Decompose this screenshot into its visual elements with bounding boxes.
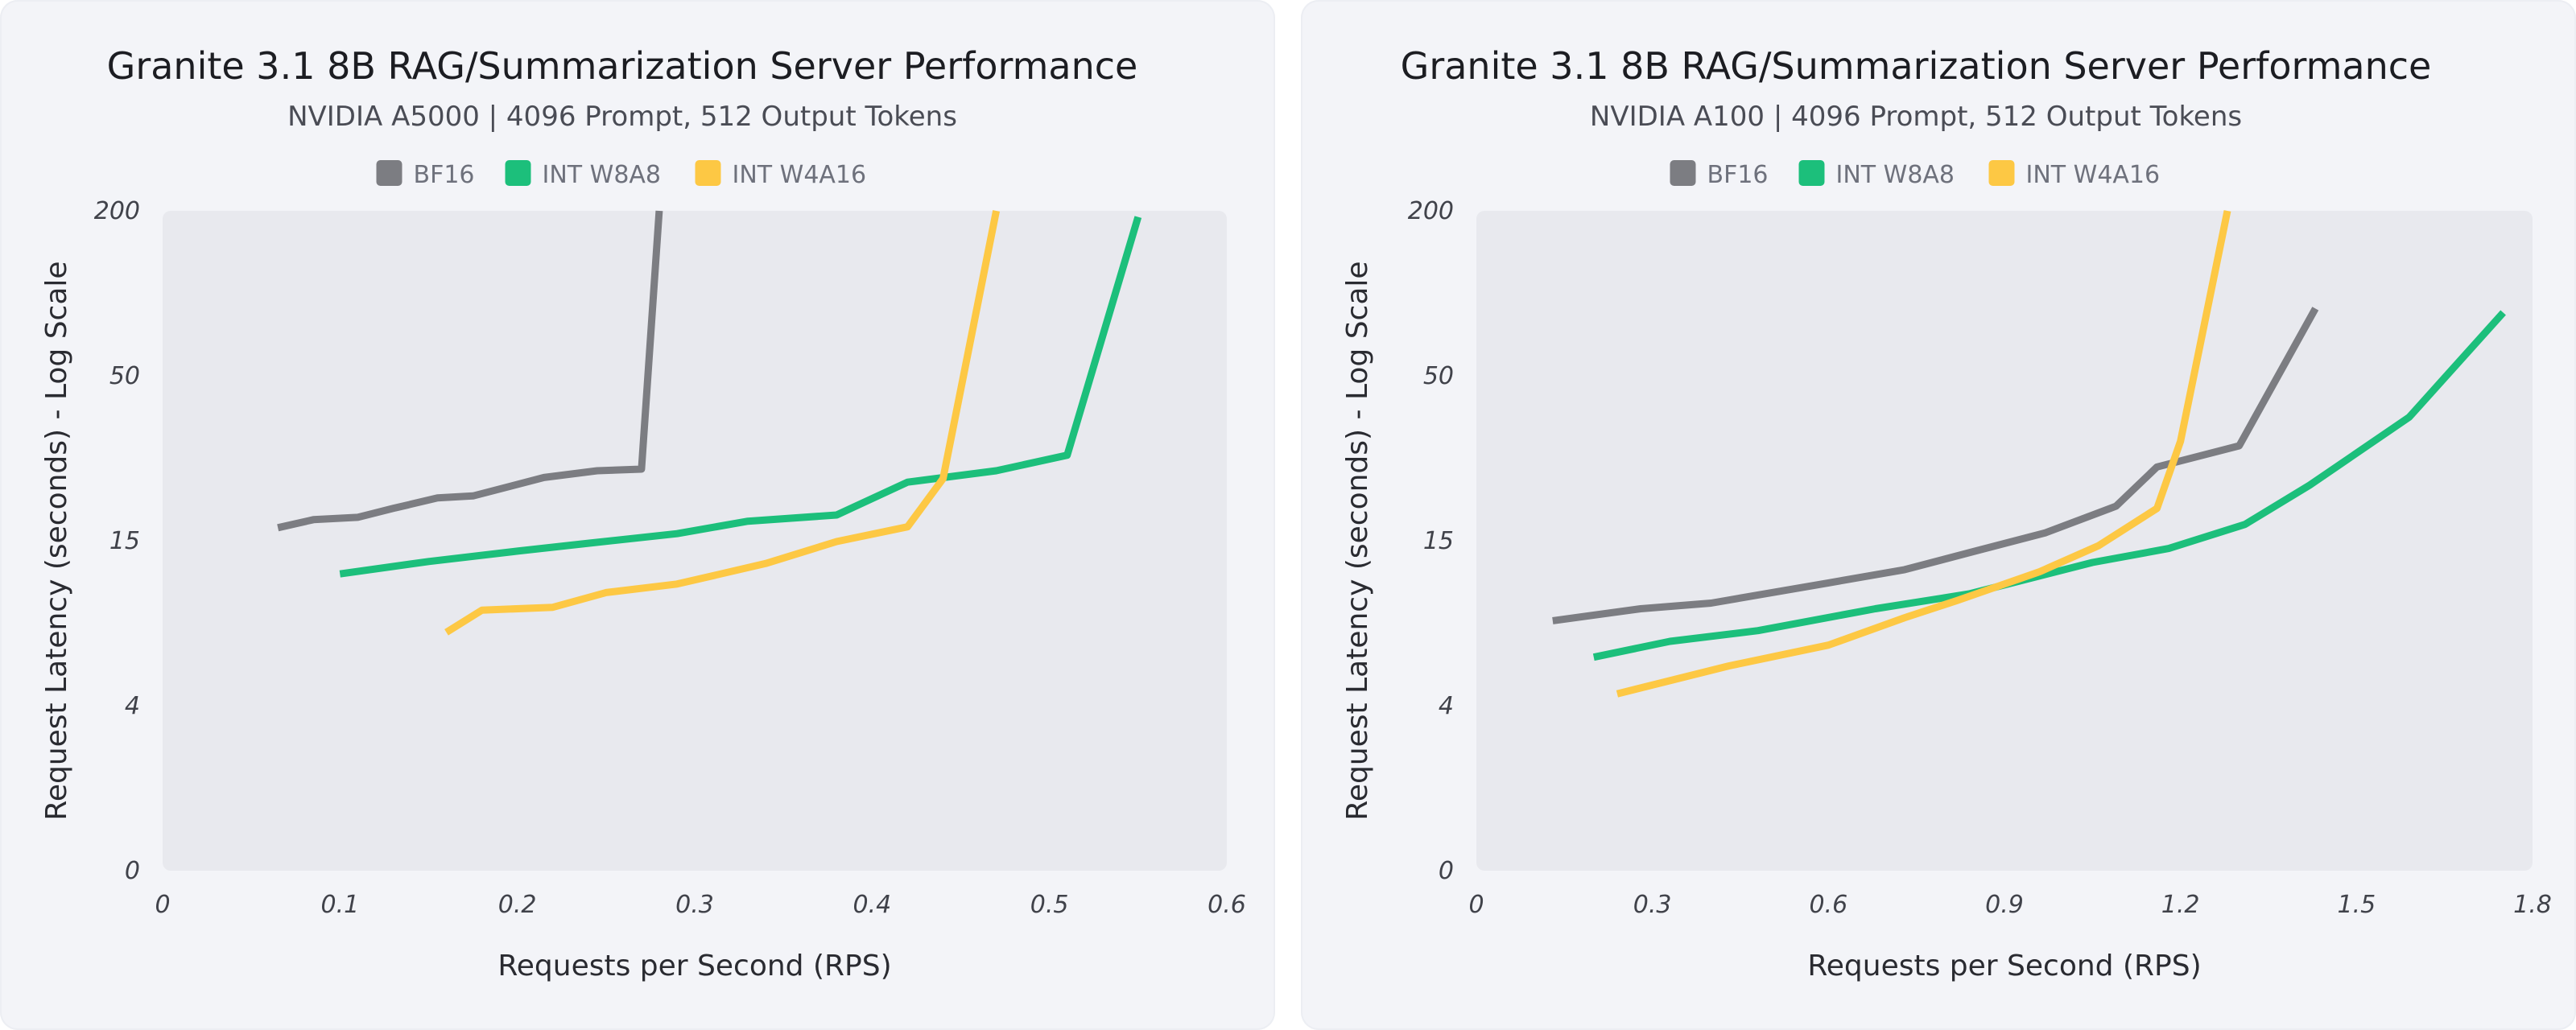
series-line-int-w8a8	[1592, 310, 2506, 661]
x-tick-label: 0.6	[1809, 891, 1847, 919]
y-tick-label: 0	[1439, 857, 1454, 885]
x-tick-label: 0.9	[1985, 891, 2024, 919]
y-tick-label: 15	[1423, 527, 1454, 555]
x-tick-label: 0.6	[1208, 891, 1246, 919]
legend-swatch	[695, 160, 721, 186]
y-tick-label: 50	[109, 362, 140, 390]
y-tick-label: 0	[125, 857, 140, 885]
chart-subtitle: NVIDIA A100 | 4096 Prompt, 512 Output To…	[1590, 101, 2242, 133]
legend-label: BF16	[414, 161, 475, 189]
legend-swatch	[1798, 160, 1825, 186]
x-axis-label: Requests per Second (RPS)	[1807, 950, 2201, 983]
chart-svg-a5000: Granite 3.1 8B RAG/Summarization Server …	[40, 44, 1246, 983]
x-tick-label: 0.1	[320, 891, 359, 919]
legend-swatch	[376, 160, 402, 186]
x-tick-label: 0.3	[1633, 891, 1672, 919]
legend-label: INT W8A8	[1836, 161, 1955, 189]
plot-area	[163, 211, 1227, 871]
y-tick-label: 50	[1423, 362, 1454, 390]
series-line-int-w4a16	[1616, 210, 2231, 698]
chart-svg-a100: Granite 3.1 8B RAG/Summarization Server …	[1341, 44, 2552, 983]
legend-label: INT W4A16	[733, 161, 867, 189]
x-tick-label: 0.4	[852, 891, 891, 919]
y-tick-label: 4	[125, 692, 140, 720]
legend-item-int-w4a16: INT W4A16	[695, 160, 867, 189]
legend-item-int-w8a8: INT W8A8	[1798, 160, 1955, 189]
x-axis-label: Requests per Second (RPS)	[497, 950, 891, 983]
legend-swatch	[1988, 160, 2015, 186]
series-line-bf16	[277, 210, 663, 532]
x-tick-label: 1.2	[2161, 891, 2200, 919]
y-tick-label: 4	[1439, 692, 1454, 720]
series-line-bf16	[1552, 307, 2319, 624]
x-tick-label: 0	[155, 891, 170, 919]
x-tick-label: 1.8	[2513, 891, 2552, 919]
legend-label: INT W8A8	[543, 161, 662, 189]
y-axis-label: Request Latency (seconds) - Log Scale	[40, 261, 73, 820]
y-axis-label: Request Latency (seconds) - Log Scale	[1341, 261, 1374, 820]
chart-panel-a5000: Granite 3.1 8B RAG/Summarization Server …	[0, 0, 1275, 1030]
chart-title: Granite 3.1 8B RAG/Summarization Server …	[107, 44, 1138, 88]
x-tick-label: 0.3	[675, 891, 714, 919]
chart-title: Granite 3.1 8B RAG/Summarization Server …	[1401, 44, 2432, 88]
legend-label: INT W4A16	[2026, 161, 2161, 189]
series-line-int-w4a16	[444, 210, 1001, 636]
legend-item-int-w4a16: INT W4A16	[1988, 160, 2161, 189]
y-tick-label: 200	[1408, 197, 1454, 225]
legend-item-bf16: BF16	[376, 160, 475, 189]
x-tick-label: 0.2	[498, 891, 537, 919]
chart-subtitle: NVIDIA A5000 | 4096 Prompt, 512 Output T…	[287, 101, 957, 133]
legend-item-bf16: BF16	[1670, 160, 1769, 189]
legend-item-int-w8a8: INT W8A8	[505, 160, 662, 189]
chart-panel-a100: Granite 3.1 8B RAG/Summarization Server …	[1301, 0, 2576, 1030]
legend-swatch	[505, 160, 531, 186]
legend-swatch	[1670, 160, 1696, 186]
y-tick-label: 15	[109, 527, 140, 555]
x-tick-label: 0.5	[1030, 891, 1069, 919]
legend-label: BF16	[1707, 161, 1769, 189]
x-tick-label: 1.5	[2337, 891, 2376, 919]
y-tick-label: 200	[94, 197, 140, 225]
x-tick-label: 0	[1468, 891, 1484, 919]
series-line-int-w8a8	[339, 216, 1142, 578]
